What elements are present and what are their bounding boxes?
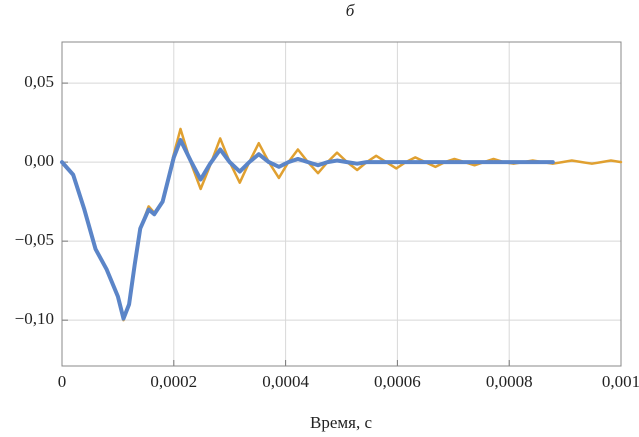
x-tick-label: 0,001 — [602, 372, 639, 391]
y-tick-label: −0,10 — [15, 309, 54, 328]
y-tick-label: −0,05 — [15, 230, 54, 249]
y-tick-label: 0,05 — [24, 72, 54, 91]
x-tick-label: 0 — [58, 372, 67, 391]
chart-title: б — [346, 1, 355, 20]
x-tick-label: 0,0002 — [150, 372, 197, 391]
x-tick-label: 0,0004 — [262, 372, 309, 391]
x-tick-label: 0,0008 — [486, 372, 533, 391]
y-tick-label: 0,00 — [24, 151, 54, 170]
series-line — [60, 137, 555, 321]
x-tick-label: 0,0006 — [374, 372, 421, 391]
plot-frame — [61, 41, 622, 367]
series-line — [60, 127, 623, 322]
x-axis-label: Время, с — [310, 413, 372, 432]
